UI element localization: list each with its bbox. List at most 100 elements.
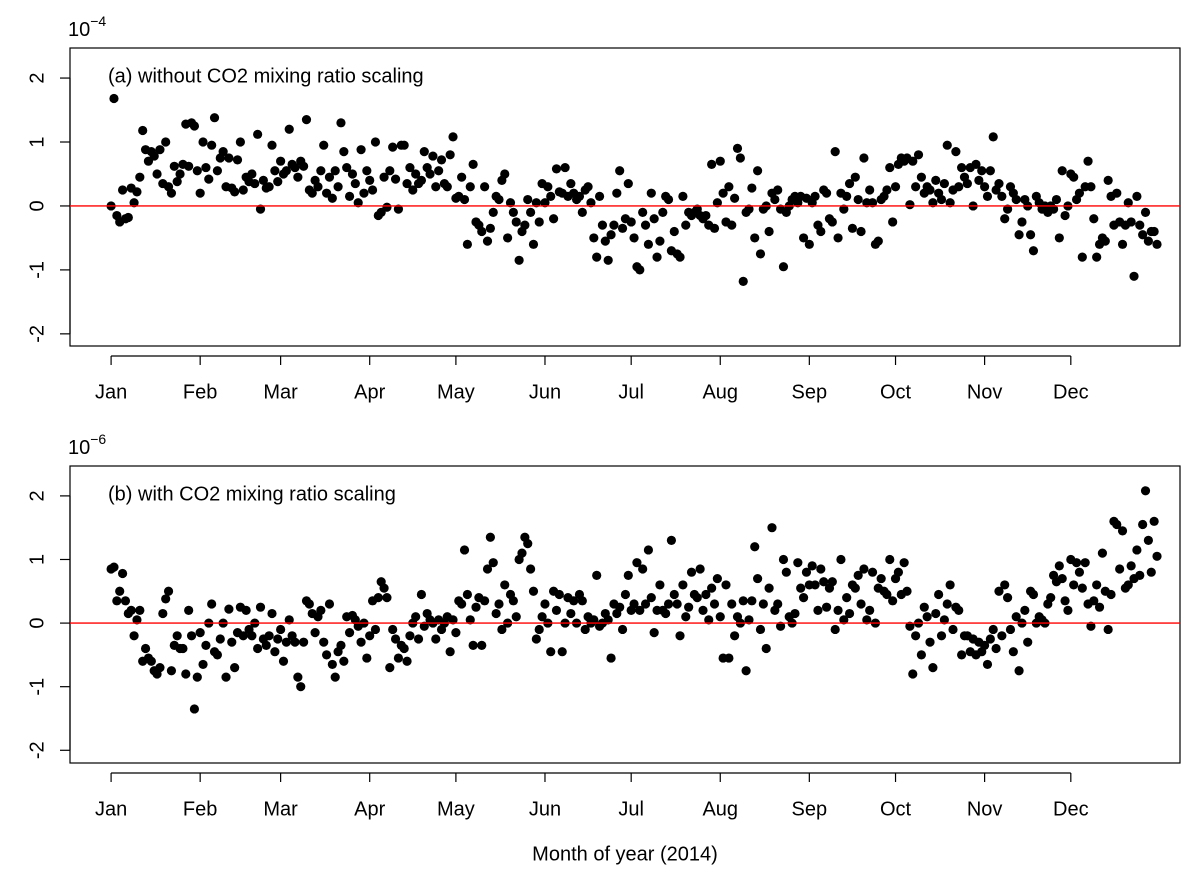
point [977, 166, 987, 176]
point [310, 628, 320, 638]
point [1112, 519, 1122, 530]
point [184, 161, 194, 171]
point [129, 631, 139, 641]
point [494, 599, 504, 609]
x-tick-label: Jun [529, 381, 561, 403]
point [379, 172, 389, 182]
point [936, 631, 947, 641]
multiplier-base: 10 [68, 19, 90, 41]
point [557, 647, 567, 657]
point [238, 631, 248, 641]
point [204, 174, 214, 184]
point [583, 182, 593, 192]
point [954, 182, 964, 192]
point [951, 146, 961, 157]
point [709, 223, 720, 233]
point [750, 542, 760, 552]
point [885, 554, 895, 565]
point [405, 162, 415, 173]
point [517, 548, 527, 558]
point [982, 659, 993, 670]
point [928, 198, 938, 208]
point [626, 217, 636, 227]
point [138, 125, 148, 136]
point [258, 175, 268, 185]
point [215, 634, 225, 644]
point [681, 612, 691, 622]
point [827, 217, 837, 227]
point [893, 567, 904, 577]
point [1060, 210, 1070, 221]
point [692, 593, 702, 603]
x-tick-label: Sep [792, 798, 828, 820]
point [135, 605, 145, 615]
point [526, 207, 536, 217]
point [129, 198, 139, 208]
point [643, 545, 654, 555]
point [485, 223, 495, 233]
point [278, 656, 289, 666]
point [764, 226, 774, 237]
x-tick-label: Nov [967, 381, 1003, 403]
point [594, 191, 605, 201]
point [695, 564, 705, 574]
point [181, 669, 191, 679]
point [859, 564, 869, 574]
point [942, 599, 952, 609]
point [730, 631, 740, 641]
point [899, 558, 909, 568]
point [333, 182, 343, 192]
point [192, 166, 202, 176]
point [600, 236, 610, 246]
point [408, 185, 418, 195]
point [709, 599, 720, 609]
point [1017, 217, 1027, 227]
point [755, 249, 766, 259]
point [701, 210, 711, 221]
point [928, 663, 938, 673]
point [419, 146, 429, 157]
x-tick-label: Jul [618, 798, 644, 820]
point [1057, 573, 1067, 584]
point [155, 145, 165, 155]
point [635, 605, 645, 615]
point [704, 615, 714, 625]
point [957, 650, 967, 660]
point [985, 634, 995, 644]
point [566, 608, 576, 619]
point [911, 182, 921, 192]
point [255, 602, 266, 612]
point [821, 602, 832, 612]
point [936, 194, 947, 205]
point [833, 605, 843, 615]
point [623, 570, 633, 580]
point [385, 663, 395, 673]
point [931, 608, 941, 619]
point [411, 612, 421, 622]
point [388, 142, 398, 152]
point [629, 599, 639, 609]
point [744, 615, 754, 625]
point [336, 118, 346, 128]
point [301, 115, 312, 125]
point [319, 637, 329, 647]
point [327, 659, 337, 670]
point [925, 637, 935, 647]
point [790, 608, 800, 619]
point [482, 236, 493, 246]
point [388, 624, 398, 635]
point [603, 615, 613, 625]
x-tick-label: Dec [1053, 381, 1089, 403]
point [574, 191, 585, 201]
point [856, 226, 866, 237]
point [678, 191, 688, 201]
point [592, 570, 602, 580]
point [1152, 551, 1162, 561]
point [675, 252, 685, 262]
y-tick-label: -2 [26, 741, 48, 759]
point [663, 599, 674, 609]
point [307, 188, 317, 198]
point [344, 628, 355, 638]
point [402, 656, 412, 666]
